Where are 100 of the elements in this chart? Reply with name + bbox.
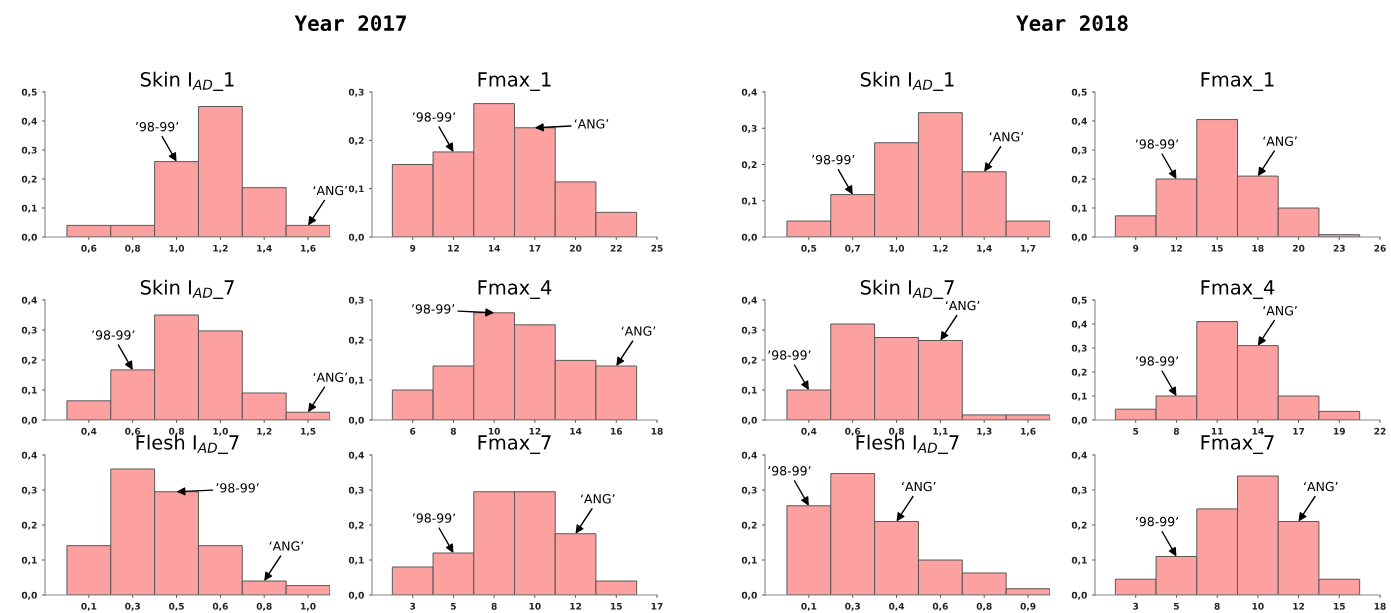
annotation: ’98-99’ bbox=[768, 350, 811, 360]
y-tick-label: 0,1 bbox=[21, 386, 37, 395]
x-tick-label: 11 bbox=[1211, 427, 1223, 435]
x-tick-label: 10 bbox=[529, 602, 541, 610]
y-tick-label: 0,3 bbox=[1071, 344, 1087, 353]
x-tick-label: 16 bbox=[611, 427, 623, 435]
y-tick-label: 0,0 bbox=[1071, 591, 1087, 600]
annotation: ’98-99’ bbox=[768, 466, 811, 476]
y-tick-label: 0,3 bbox=[1071, 146, 1087, 155]
x-tick-label: 17 bbox=[651, 602, 663, 610]
y-tick-label: 0,4 bbox=[741, 451, 757, 460]
x-tick-label: 0,8 bbox=[168, 427, 184, 436]
x-tick-label: 6 bbox=[410, 427, 416, 435]
y-tick-label: 0,1 bbox=[21, 556, 37, 565]
y-tick-label: 0,2 bbox=[1071, 521, 1087, 530]
x-tick-label: 0,8 bbox=[125, 244, 141, 253]
x-tick-label: 1,1 bbox=[933, 427, 948, 436]
x-tick-label: 3 bbox=[410, 602, 416, 610]
y-tick-label: 0,1 bbox=[741, 386, 757, 395]
x-tick-label: 1,5 bbox=[301, 427, 316, 436]
x-tick-label: 1,4 bbox=[977, 244, 992, 253]
y-tick-label: 0,1 bbox=[741, 556, 757, 565]
y-tick-label: 0,5 bbox=[1071, 296, 1087, 305]
annotation: ‘ANG’ bbox=[902, 481, 936, 492]
annotation: ‘ANG’ bbox=[313, 372, 347, 382]
x-tick-label: 0,5 bbox=[168, 602, 184, 611]
y-tick-label: 0,1 bbox=[348, 556, 364, 565]
x-tick-label: 0,6 bbox=[125, 427, 141, 436]
y-tick-label: 0,1 bbox=[1071, 556, 1087, 565]
x-tick-label: 23 bbox=[1333, 244, 1345, 252]
x-tick-label: 12 bbox=[529, 427, 541, 435]
annotation: ‘ANG’ bbox=[581, 494, 615, 504]
y-tick-label: 0,0 bbox=[21, 591, 37, 600]
y-tick-label: 0,3 bbox=[741, 486, 757, 495]
x-tick-label: 0,1 bbox=[801, 602, 817, 611]
x-tick-label: 0,8 bbox=[976, 602, 992, 611]
y-tick-label: 0,0 bbox=[1071, 233, 1087, 242]
y-tick-label: 0,2 bbox=[21, 521, 37, 530]
annotation: ’98-99’ bbox=[1135, 139, 1179, 149]
annotation: ‘ANG’ bbox=[1263, 136, 1297, 146]
y-tick-label: 0,3 bbox=[741, 124, 757, 133]
x-tick-label: 9 bbox=[410, 244, 416, 252]
y-tick-label: 0,4 bbox=[741, 296, 757, 305]
y-tick-label: 0,3 bbox=[21, 486, 37, 495]
y-tick-label: 0,0 bbox=[741, 591, 757, 600]
y-tick-label: 0,2 bbox=[1071, 368, 1087, 377]
y-tick-label: 0,4 bbox=[348, 451, 364, 460]
chart-title: Skin I$_{AD}$_1 bbox=[140, 71, 234, 92]
x-tick-label: 8 bbox=[1214, 602, 1220, 610]
x-tick-label: 19 bbox=[1334, 427, 1345, 435]
y-tick-label: 0,3 bbox=[741, 326, 757, 335]
x-tick-label: 5 bbox=[1133, 427, 1139, 435]
y-tick-label: 0,4 bbox=[1071, 320, 1087, 329]
text: Year 2018 bbox=[1016, 15, 1128, 32]
x-tick-label: 18 bbox=[651, 427, 663, 435]
y-tick-label: 0,2 bbox=[1071, 175, 1087, 184]
chart-title: Fmax_1 bbox=[1201, 72, 1274, 92]
x-tick-label: 17 bbox=[529, 244, 541, 252]
x-tick-label: 8 bbox=[450, 427, 457, 435]
x-tick-label: 1,4 bbox=[257, 244, 272, 253]
x-tick-label: 1,2 bbox=[213, 244, 228, 253]
y-tick-label: 0,2 bbox=[741, 521, 757, 530]
y-tick-label: 0,0 bbox=[741, 233, 757, 242]
x-tick-label: 12 bbox=[1171, 244, 1182, 252]
x-tick-label: 0,8 bbox=[256, 602, 272, 611]
y-tick-label: 0,5 bbox=[21, 88, 37, 97]
y-tick-label: 0,3 bbox=[348, 486, 364, 495]
annotation: ‘ANG’ bbox=[313, 185, 347, 196]
x-tick-label: 17 bbox=[1293, 427, 1305, 435]
x-tick-label: 25 bbox=[651, 244, 663, 252]
y-tick-label: 0,3 bbox=[21, 146, 37, 155]
annotation: ‘ANG’ bbox=[1263, 305, 1297, 316]
y-tick-label: 0,0 bbox=[741, 416, 757, 425]
y-tick-label: 0,2 bbox=[741, 356, 757, 365]
annotation: ’98-99’ bbox=[412, 304, 455, 314]
x-tick-label: 1,0 bbox=[213, 427, 228, 436]
y-tick-label: 0,2 bbox=[741, 161, 757, 170]
y-tick-label: 0,3 bbox=[21, 326, 37, 335]
y-tick-label: 0,1 bbox=[348, 185, 364, 194]
y-tick-label: 0,1 bbox=[1071, 392, 1087, 401]
x-tick-label: 18 bbox=[1252, 244, 1264, 252]
y-tick-label: 0,1 bbox=[741, 197, 757, 206]
annotation: ‘ANG’ bbox=[621, 326, 656, 336]
annotation: ‘ANG’ bbox=[574, 119, 609, 129]
x-tick-label: 1,0 bbox=[889, 244, 905, 253]
annotation: ’98-99’ bbox=[136, 121, 179, 132]
x-tick-label: 20 bbox=[570, 244, 582, 252]
y-tick-label: 0,2 bbox=[348, 521, 364, 530]
y-tick-label: 0,0 bbox=[348, 591, 364, 600]
annotation: ‘ANG’ bbox=[945, 300, 980, 311]
x-tick-label: 22 bbox=[1374, 427, 1386, 435]
y-tick-label: 0,0 bbox=[21, 416, 37, 425]
x-tick-label: 15 bbox=[1211, 244, 1223, 252]
x-tick-label: 0,4 bbox=[81, 427, 97, 436]
y-tick-label: 0,0 bbox=[348, 233, 364, 242]
x-tick-label: 22 bbox=[610, 244, 622, 252]
annotation: ‘ANG’ bbox=[989, 132, 1024, 142]
x-tick-label: 20 bbox=[1293, 244, 1305, 252]
annotation: ’98-99’ bbox=[216, 483, 259, 493]
annotation: ’98-99’ bbox=[812, 154, 855, 165]
